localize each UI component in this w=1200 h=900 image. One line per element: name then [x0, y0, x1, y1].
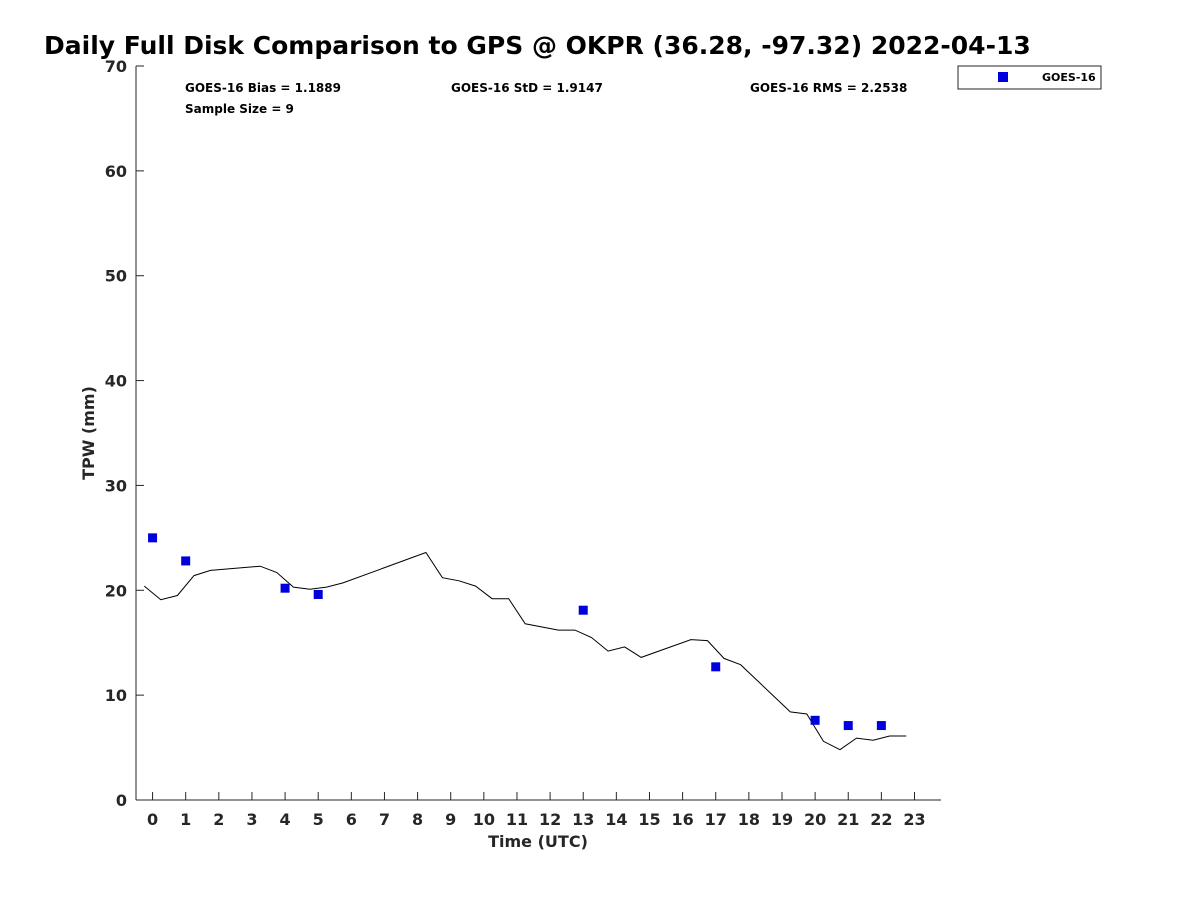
y-tick-label: 40 — [105, 372, 127, 391]
goes-16-point — [876, 721, 886, 731]
x-tick-label: 9 — [445, 810, 456, 829]
x-tick-label: 18 — [738, 810, 760, 829]
legend-label: GOES-16 — [1042, 71, 1096, 84]
x-tick-label: 8 — [412, 810, 423, 829]
rms-annotation: GOES-16 RMS = 2.2538 — [750, 81, 907, 95]
chart-title: Daily Full Disk Comparison to GPS @ OKPR… — [44, 31, 1031, 60]
std-annotation: GOES-16 StD = 1.9147 — [451, 81, 603, 95]
goes-16-point — [578, 605, 588, 615]
legend-box — [957, 65, 1102, 90]
scatter-series — [148, 533, 886, 731]
axes — [135, 66, 941, 801]
x-tick-label: 2 — [213, 810, 224, 829]
gps-line — [143, 551, 907, 751]
x-tick-label: 21 — [837, 810, 859, 829]
stats-annotations: GOES-16 Bias = 1.1889 GOES-16 StD = 1.91… — [185, 81, 907, 116]
x-tick-label: 10 — [473, 810, 495, 829]
x-tick-label: 3 — [246, 810, 257, 829]
y-axis-label: TPW (mm) — [79, 386, 98, 480]
goes-16-point — [148, 533, 158, 543]
y-tick-label: 30 — [105, 476, 127, 495]
sample-size-annotation: Sample Size = 9 — [185, 102, 294, 116]
x-tick-label: 1 — [180, 810, 191, 829]
y-axis-ticks: 0 10 20 30 40 50 60 70 — [105, 57, 144, 810]
x-tick-label: 16 — [671, 810, 693, 829]
goes-16-point — [313, 589, 323, 599]
x-axis-label: Time (UTC) — [488, 832, 588, 851]
x-tick-label: 5 — [313, 810, 324, 829]
x-tick-label: 23 — [903, 810, 925, 829]
line-series — [143, 551, 907, 751]
y-tick-label: 50 — [105, 267, 127, 286]
goes-16-point — [810, 715, 820, 725]
x-tick-label: 14 — [605, 810, 627, 829]
x-tick-label: 17 — [705, 810, 727, 829]
y-tick-label: 70 — [105, 57, 127, 76]
goes-16-point — [711, 662, 721, 672]
x-tick-label: 11 — [506, 810, 528, 829]
y-tick-label: 20 — [105, 581, 127, 600]
goes-16-point — [181, 556, 191, 566]
x-tick-label: 0 — [147, 810, 158, 829]
y-tick-label: 10 — [105, 686, 127, 705]
x-tick-label: 20 — [804, 810, 826, 829]
bias-annotation: GOES-16 Bias = 1.1889 — [185, 81, 341, 95]
goes-16-point — [280, 583, 290, 593]
x-tick-label: 4 — [280, 810, 291, 829]
x-tick-label: 15 — [638, 810, 660, 829]
x-tick-label: 22 — [870, 810, 892, 829]
y-tick-label: 60 — [105, 162, 127, 181]
x-tick-label: 19 — [771, 810, 793, 829]
x-tick-label: 13 — [572, 810, 594, 829]
x-tick-label: 6 — [346, 810, 357, 829]
x-axis-ticks: 0 1 2 3 4 5 6 7 8 9 10 11 12 13 14 15 16 17 18 19 20 21 22 23 — [147, 792, 926, 829]
y-tick-label: 0 — [116, 791, 127, 810]
x-tick-label: 7 — [379, 810, 390, 829]
legend-marker-square — [998, 72, 1008, 82]
goes-16-point — [843, 721, 853, 731]
legend: GOES-16 — [957, 65, 1102, 90]
x-tick-label: 12 — [539, 810, 561, 829]
